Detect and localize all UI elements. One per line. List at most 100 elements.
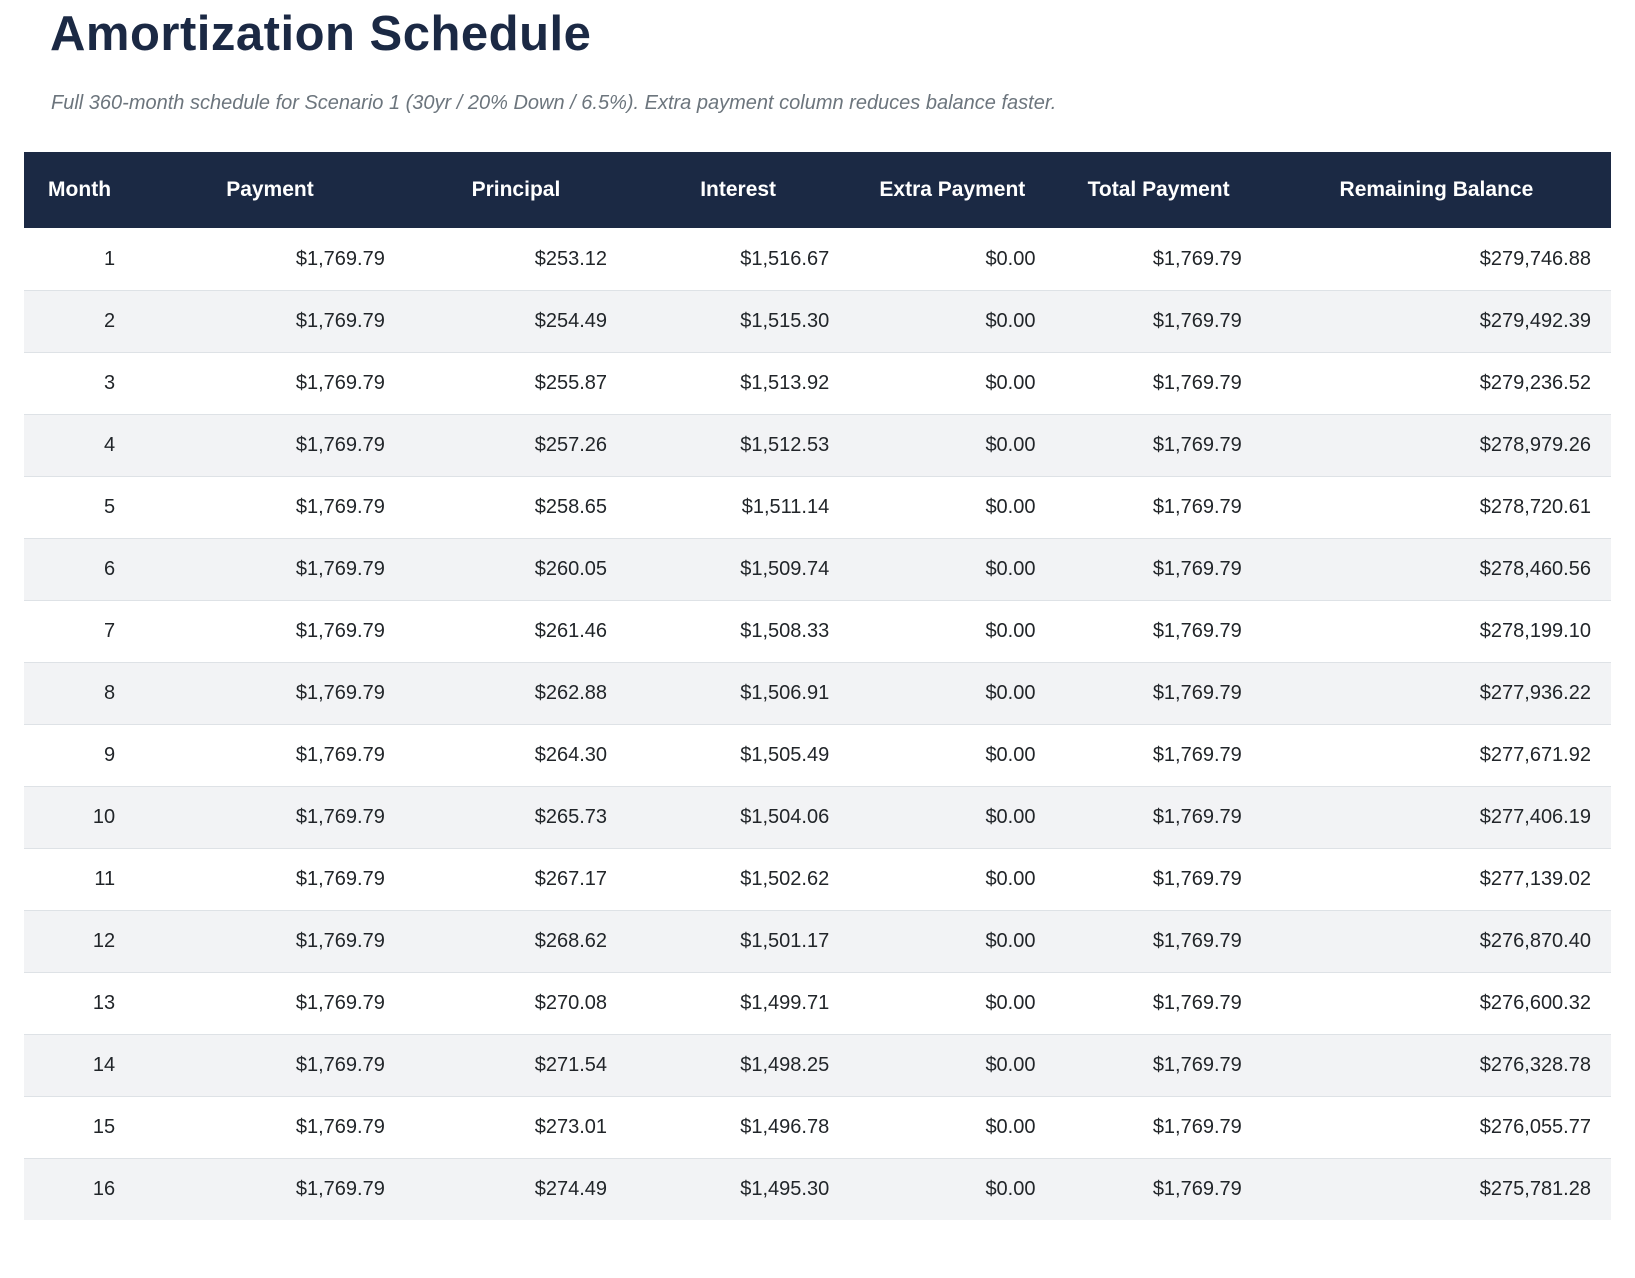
table-row: 11 $1,769.79 $267.17 $1,502.62 $0.00 $1,769.7…	[24, 848, 1611, 911]
cell-extra-payment: $0.00	[849, 414, 1056, 477]
cell-payment: $1,769.79	[135, 1158, 405, 1220]
cell-extra-payment: $0.00	[849, 290, 1056, 353]
cell-extra-payment: $0.00	[849, 910, 1056, 973]
cell-month: 8	[24, 662, 136, 725]
cell-remaining-balance: $279,236.52	[1261, 352, 1611, 415]
cell-remaining-balance: $278,979.26	[1261, 414, 1611, 477]
cell-principal: $255.87	[404, 352, 628, 415]
cell-interest: $1,498.25	[627, 1034, 850, 1097]
table-row: 9 $1,769.79 $264.30 $1,505.49 $0.00 $1,769.79…	[24, 724, 1611, 787]
cell-principal: $254.49	[404, 290, 628, 353]
cell-extra-payment: $0.00	[849, 786, 1056, 849]
cell-month: 15	[24, 1096, 136, 1159]
cell-principal: $258.65	[404, 476, 628, 539]
amortization-table: Month Payment Principal Interest Extra Payme…	[24, 152, 1611, 1220]
cell-remaining-balance: $277,406.19	[1261, 786, 1611, 849]
cell-total-payment: $1,769.79	[1055, 1034, 1262, 1097]
cell-total-payment: $1,769.79	[1055, 724, 1262, 787]
cell-payment: $1,769.79	[135, 910, 405, 973]
cell-payment: $1,769.79	[135, 414, 405, 477]
cell-principal: $273.01	[404, 1096, 628, 1159]
cell-remaining-balance: $279,746.88	[1479, 248, 1591, 270]
cell-total-payment: $1,769.79	[1055, 786, 1262, 849]
cell-interest: $1,516.67	[740, 248, 830, 270]
cell-remaining-balance: $277,671.92	[1261, 724, 1611, 787]
cell-extra-payment: $0.00	[849, 600, 1056, 663]
cell-extra-payment: $0.00	[849, 352, 1056, 415]
cell-payment: $1,769.79	[135, 1034, 405, 1097]
cell-extra-payment: $0.00	[849, 662, 1056, 725]
cell-remaining-balance: $279,492.39	[1261, 290, 1611, 353]
cell-extra-payment: $0.00	[849, 724, 1056, 787]
cell-principal: $268.62	[404, 910, 628, 973]
cell-interest: $1,496.78	[627, 1096, 850, 1159]
column-header-month: Month	[24, 152, 136, 229]
cell-remaining-balance: $277,936.22	[1261, 662, 1611, 725]
cell-payment: $1,769.79	[135, 724, 405, 787]
cell-total-payment: $1,769.79	[1152, 248, 1242, 270]
cell-month: 16	[24, 1158, 136, 1220]
page-subtitle: Full 360-month schedule for Scenario 1 (…	[51, 92, 1057, 114]
cell-payment: $1,769.79	[135, 848, 405, 911]
cell-principal: $270.08	[404, 972, 628, 1035]
cell-principal: $265.73	[404, 786, 628, 849]
column-header-principal: Principal	[404, 152, 628, 229]
cell-month: 1	[103, 248, 116, 270]
cell-month: 11	[24, 848, 136, 911]
cell-payment: $1,769.79	[135, 972, 405, 1035]
cell-month: 13	[24, 972, 136, 1035]
cell-principal: $253.12	[534, 248, 608, 270]
cell-interest: $1,509.74	[627, 538, 850, 601]
table-header-row: Month Payment Principal Interest Extra Payme…	[24, 152, 1611, 229]
cell-total-payment: $1,769.79	[1055, 972, 1262, 1035]
cell-month: 12	[24, 910, 136, 973]
cell-principal: $264.30	[404, 724, 628, 787]
cell-interest: $1,505.49	[627, 724, 850, 787]
table-body: 1 $1,769.79 $253.12 $1,516.67 $0.00 $1,769.79…	[24, 228, 1611, 1220]
cell-payment: $1,769.79	[135, 662, 405, 725]
cell-interest: $1,506.91	[627, 662, 850, 725]
cell-total-payment: $1,769.79	[1055, 538, 1262, 601]
cell-interest: $1,512.53	[627, 414, 850, 477]
cell-total-payment: $1,769.79	[1055, 1158, 1262, 1220]
table-row: 13 $1,769.79 $270.08 $1,499.71 $0.00 $1,769.7…	[24, 972, 1611, 1035]
cell-remaining-balance: $277,139.02	[1261, 848, 1611, 911]
cell-total-payment: $1,769.79	[1055, 662, 1262, 725]
table-row: 12 $1,769.79 $268.62 $1,501.17 $0.00 $1,769.7…	[24, 910, 1611, 973]
cell-interest: $1,501.17	[627, 910, 850, 973]
page: Amortization Schedule Full 360-month sch…	[0, 6, 1635, 1278]
table-row: 4 $1,769.79 $257.26 $1,512.53 $0.00 $1,769.79…	[24, 414, 1611, 477]
cell-remaining-balance: $276,600.32	[1261, 972, 1611, 1035]
cell-total-payment: $1,769.79	[1055, 476, 1262, 539]
cell-principal: $271.54	[404, 1034, 628, 1097]
cell-principal: $260.05	[404, 538, 628, 601]
cell-extra-payment: $0.00	[849, 1096, 1056, 1159]
cell-payment: $1,769.79	[135, 476, 405, 539]
cell-month: 9	[24, 724, 136, 787]
cell-interest: $1,495.30	[627, 1158, 850, 1220]
cell-payment: $1,769.79	[135, 352, 405, 415]
table-row: 15 $1,769.79 $273.01 $1,496.78 $0.00 $1,769.7…	[24, 1096, 1611, 1159]
table-row: 14 $1,769.79 $271.54 $1,498.25 $0.00 $1,769.7…	[24, 1034, 1611, 1097]
cell-extra-payment: $0.00	[849, 972, 1056, 1035]
cell-month: 6	[24, 538, 136, 601]
cell-principal: $261.46	[404, 600, 628, 663]
cell-extra-payment: $0.00	[849, 1034, 1056, 1097]
cell-total-payment: $1,769.79	[1055, 352, 1262, 415]
cell-total-payment: $1,769.79	[1055, 1096, 1262, 1159]
cell-total-payment: $1,769.79	[1055, 290, 1262, 353]
cell-principal: $274.49	[404, 1158, 628, 1220]
table-row: 1 $1,769.79 $253.12 $1,516.67 $0.00 $1,769.79…	[24, 228, 1611, 291]
cell-total-payment: $1,769.79	[1055, 600, 1262, 663]
cell-remaining-balance: $278,199.10	[1261, 600, 1611, 663]
cell-principal: $257.26	[404, 414, 628, 477]
table-row: 7 $1,769.79 $261.46 $1,508.33 $0.00 $1,769.79…	[24, 600, 1611, 663]
cell-interest: $1,511.14	[627, 476, 850, 539]
cell-interest: $1,504.06	[627, 786, 850, 849]
table-row: 5 $1,769.79 $258.65 $1,511.14 $0.00 $1,769.79…	[24, 476, 1611, 539]
cell-payment: $1,769.79	[135, 600, 405, 663]
table-row: 16 $1,769.79 $274.49 $1,495.30 $0.00 $1,769.7…	[24, 1158, 1611, 1220]
cell-remaining-balance: $276,055.77	[1261, 1096, 1611, 1159]
cell-interest: $1,508.33	[627, 600, 850, 663]
cell-total-payment: $1,769.79	[1055, 848, 1262, 911]
